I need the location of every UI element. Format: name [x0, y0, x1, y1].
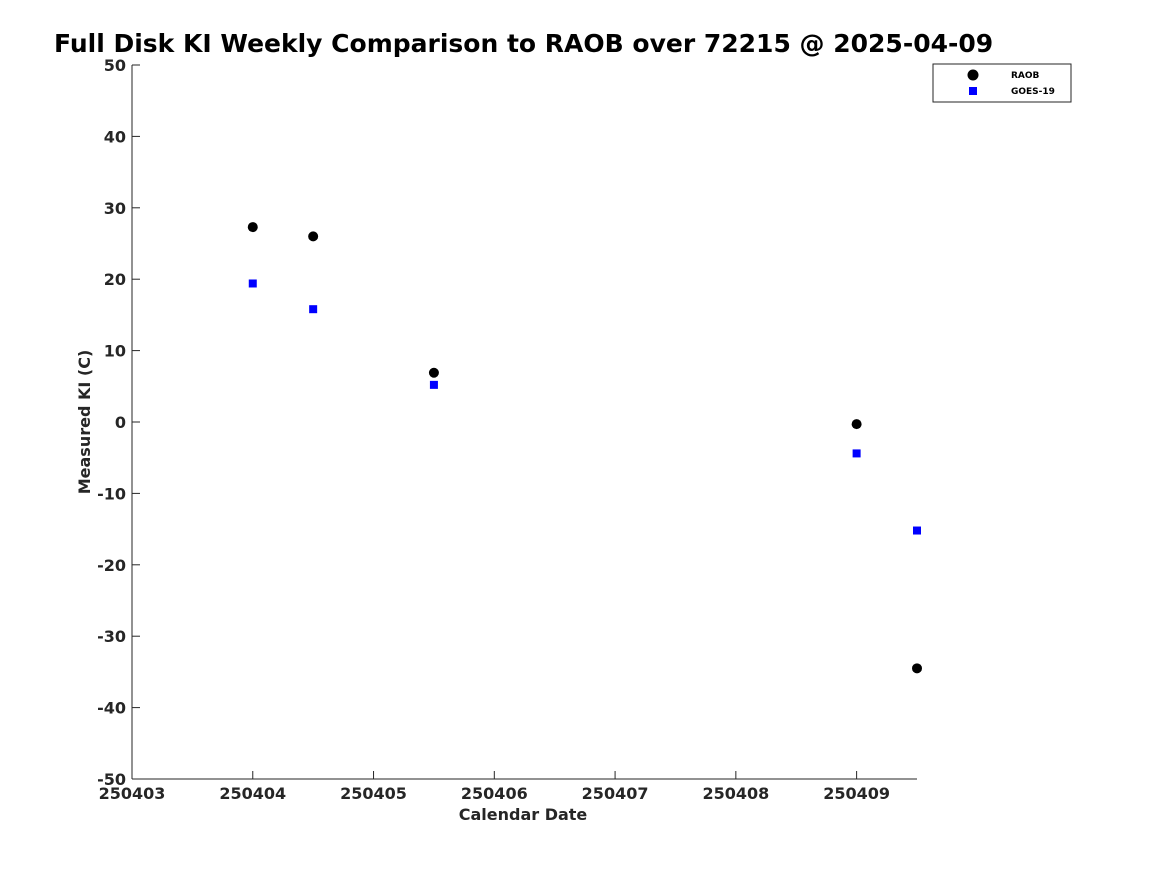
x-axis-ticks: 250403 250404 250405 250406 250407 250408 2504… [99, 771, 890, 803]
goes19-point [248, 279, 257, 288]
data-points [247, 222, 922, 674]
goes19-point [429, 380, 438, 389]
raob-point [428, 367, 439, 378]
x-tick-label: 250403 [99, 784, 166, 803]
x-tick-label: 250409 [823, 784, 890, 803]
x-tick-label: 250407 [582, 784, 649, 803]
x-tick-label: 250404 [219, 784, 286, 803]
y-tick-label: 0 [115, 413, 126, 432]
y-tick-label: -10 [97, 484, 126, 503]
raob-point [912, 663, 922, 674]
raob-point [247, 222, 258, 233]
y-tick-label: 40 [104, 127, 126, 146]
legend: RAOB GOES-19 [932, 63, 1072, 103]
x-axis-label: Calendar Date [459, 805, 588, 824]
goes19-point [913, 526, 921, 535]
legend-raob-label: RAOB [1011, 71, 1040, 81]
y-tick-label: 10 [104, 342, 126, 361]
y-tick-label: 30 [104, 199, 126, 218]
raob-point [308, 231, 319, 242]
y-tick-label: 50 [104, 56, 126, 75]
x-tick-label: 250408 [702, 784, 769, 803]
y-tick-label: -40 [97, 699, 126, 718]
y-axis-label: Measured KI (C) [75, 350, 94, 495]
legend-goes19-label: GOES-19 [1011, 87, 1055, 97]
chart-title: Full Disk KI Weekly Comparison to RAOB o… [54, 29, 993, 58]
x-tick-label: 250406 [461, 784, 528, 803]
y-tick-label: -30 [97, 627, 126, 646]
legend-box [932, 63, 1072, 103]
y-tick-label: -50 [97, 770, 126, 789]
legend-goes19-marker [969, 87, 977, 95]
legend-raob-marker [967, 69, 979, 81]
y-tick-label: -20 [97, 556, 126, 575]
goes19-point [852, 449, 861, 458]
x-tick-label: 250405 [340, 784, 407, 803]
raob-point [851, 419, 862, 430]
y-axis-ticks: -50 -40 -30 -20 -10 0 10 20 30 40 50 [97, 56, 140, 789]
y-tick-label: 20 [104, 270, 126, 289]
goes19-point [309, 305, 318, 314]
